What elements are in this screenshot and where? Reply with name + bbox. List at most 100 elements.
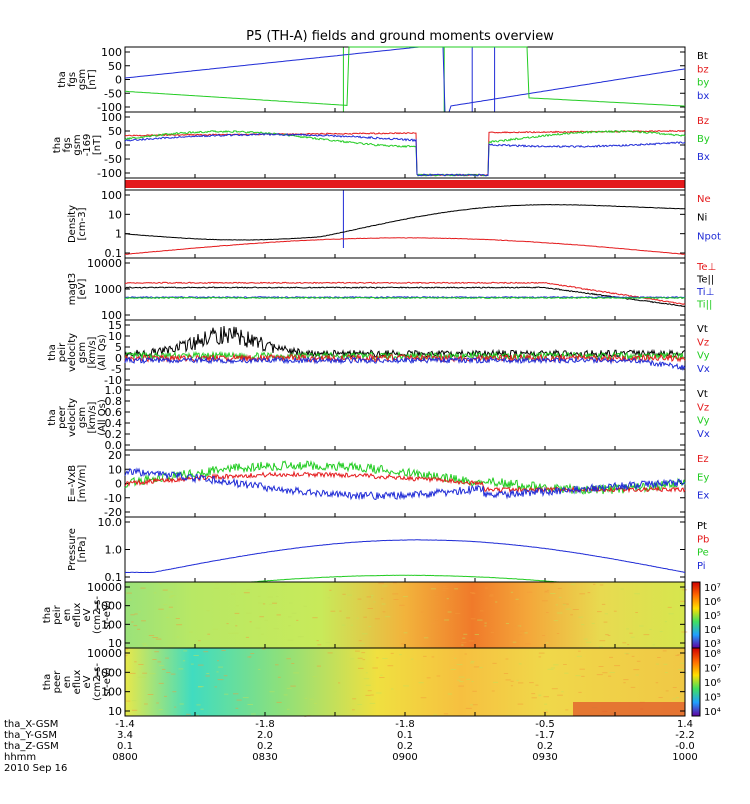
spectrogram-speckle	[675, 654, 679, 656]
spectrogram-speckle	[223, 675, 228, 677]
spectrogram-speckle	[206, 673, 210, 674]
y-tick-label: 10	[108, 637, 122, 650]
spectrogram-speckle	[276, 614, 281, 616]
spectrogram-speckle	[381, 603, 386, 605]
y-tick-label: 0.8	[105, 395, 123, 408]
spectrogram-speckle	[547, 668, 554, 670]
panels: 100500-50-100thafgsgsm[nT]Btbzbybx100500…	[42, 46, 721, 718]
spectrogram-speckle	[327, 597, 330, 599]
spectrogram-speckle	[358, 667, 364, 669]
y-axis-label-line: gsm	[77, 342, 88, 363]
spectrogram-speckle	[175, 618, 180, 619]
spectrogram-speckle	[363, 616, 367, 618]
spectrogram-speckle	[379, 677, 385, 678]
colorbar-label: 10⁷	[704, 583, 721, 594]
footer-value: 0900	[392, 752, 417, 763]
spectrogram-speckle	[162, 668, 166, 670]
colorbar-label: 10³	[704, 639, 721, 650]
y-tick-label: 0.1	[105, 571, 123, 584]
spectrogram-8	[125, 582, 685, 648]
spectrogram-speckle	[214, 686, 217, 688]
By-series-line	[124, 129, 686, 177]
spectrogram-speckle	[652, 644, 655, 646]
spectrogram-speckle	[464, 653, 467, 655]
spectrogram-speckle	[382, 585, 388, 587]
spectrogram-speckle	[275, 664, 279, 666]
y-tick-label: 0.4	[105, 417, 123, 430]
y-tick-label: 1.0	[105, 544, 123, 557]
spectrogram-speckle	[277, 676, 281, 678]
spectrogram-speckle	[561, 691, 564, 693]
spectrogram-speckle	[442, 587, 449, 589]
spectrogram-speckle	[609, 656, 613, 658]
spectrogram-speckle	[454, 588, 459, 590]
y-axis-label-line: [nT]	[87, 69, 98, 89]
spectrogram-speckle	[226, 623, 229, 625]
spectrogram-speckle	[205, 675, 210, 677]
spectrogram-speckle	[261, 633, 264, 635]
spectrogram-speckle	[454, 657, 457, 659]
y-axis-label: thapeerenefluxeV(cm2-s-sr-eV)	[42, 663, 113, 701]
spectrogram-speckle	[164, 695, 167, 697]
y-tick-label: 100	[101, 189, 122, 202]
y-axis-label-line: eV	[82, 608, 93, 621]
spectrogram-speckle	[649, 629, 652, 630]
spectrogram-speckle	[342, 593, 346, 595]
spectrogram-speckle	[325, 642, 331, 643]
spectrogram-speckle	[328, 714, 332, 716]
y-axis-label: magt3[eV]	[67, 273, 88, 306]
Ne-series-line	[124, 237, 686, 256]
panel-frame	[124, 111, 686, 179]
spectrogram-speckle	[392, 582, 397, 584]
legend-entry: Bx	[697, 152, 710, 163]
panel-frame	[124, 384, 686, 451]
spectrogram-speckle	[446, 598, 449, 600]
spectrogram-speckle	[214, 587, 220, 589]
spectrogram-speckle	[276, 596, 279, 597]
spectrogram-speckle	[268, 603, 273, 605]
spectrogram-speckle	[620, 588, 624, 590]
y-tick-label: 10	[108, 330, 122, 343]
spectrogram-speckle	[579, 668, 585, 670]
y-tick-label: 1.0	[105, 384, 123, 397]
colorbar-label: 10⁸	[704, 649, 721, 660]
spectrogram-speckle	[423, 637, 429, 639]
spectrogram-speckle	[599, 646, 603, 648]
spectrogram-speckle	[171, 595, 176, 597]
spectrogram-speckle	[246, 612, 252, 614]
y-tick-label: -10	[104, 374, 122, 387]
y-axis-label-line: [km/s]	[87, 401, 98, 433]
y-axis-label-line: [cm-3]	[77, 207, 88, 240]
spectrogram-speckle	[176, 624, 183, 626]
spectrogram-speckle	[374, 618, 380, 620]
y-axis-label-line: -169	[82, 134, 93, 157]
y-axis-label-line: gsm	[72, 134, 83, 155]
spectrogram-speckle	[578, 650, 581, 652]
spectrogram-speckle	[137, 628, 141, 630]
spectrogram-speckle	[283, 694, 288, 696]
spectrogram-speckle	[680, 603, 685, 605]
spectrogram-speckle	[152, 637, 159, 638]
spectrogram-speckle	[361, 633, 368, 635]
Ti-par-series-line	[124, 296, 686, 300]
y-axis-label-line: Density	[67, 205, 78, 243]
legend-entry: Pi	[697, 561, 706, 572]
spectrogram-speckle	[165, 657, 169, 659]
spectrogram-speckle	[138, 611, 141, 613]
y-axis-label-line: eflux	[72, 670, 83, 695]
spectrogram-speckle	[622, 642, 627, 644]
spectrogram-speckle	[258, 602, 263, 604]
panel-8: 10⁷ 10⁶ 10⁵ 10⁴ 10³ 10000 1000 100 10 thapeirenef…	[42, 581, 721, 650]
legend-entry: Ex	[697, 491, 709, 502]
spectrogram-speckle	[142, 672, 148, 674]
spectrogram-speckle	[242, 697, 249, 699]
spectrogram-speckle	[526, 591, 533, 593]
y-tick-label: 50	[108, 60, 122, 73]
spectrogram-speckle	[553, 664, 559, 666]
spectrogram-speckle	[563, 664, 567, 665]
spectrogram-speckle	[633, 669, 640, 671]
spectrogram-speckle	[183, 650, 188, 652]
legend-entry: Te||	[696, 275, 714, 286]
